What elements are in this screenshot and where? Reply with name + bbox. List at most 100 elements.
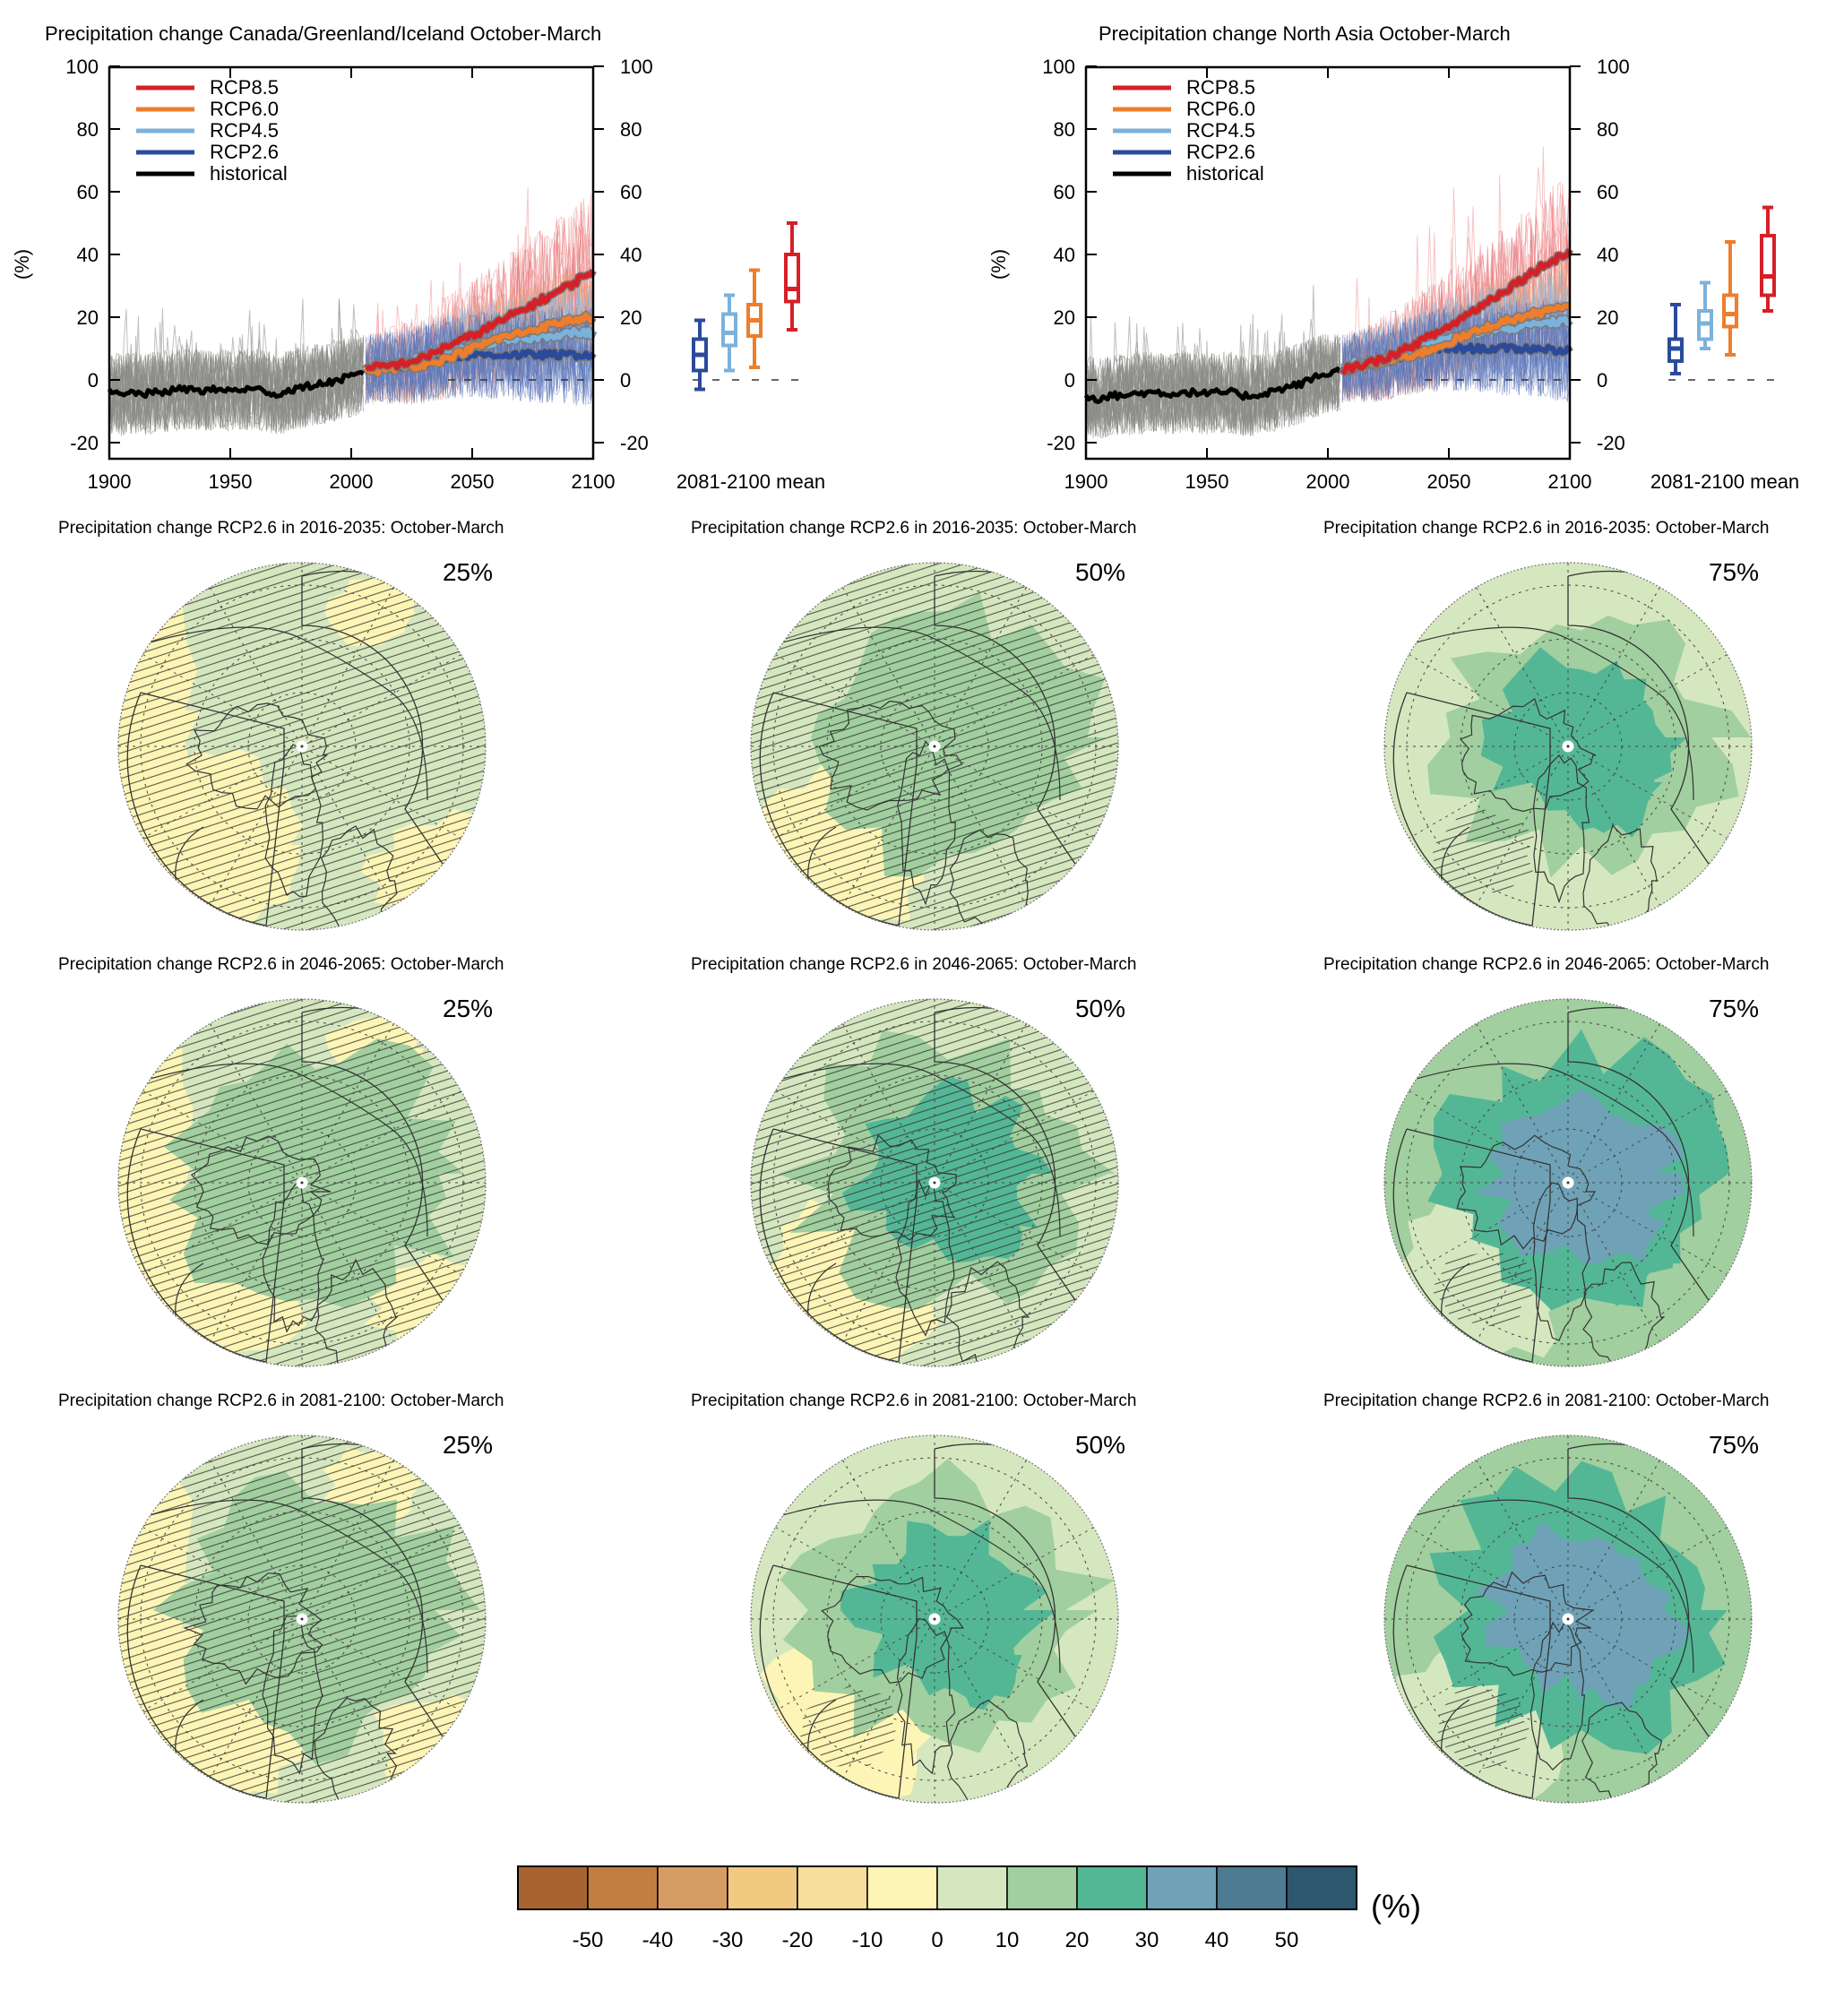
coastline-greenland bbox=[896, 1617, 956, 1775]
map-field bbox=[118, 563, 486, 930]
map-boundary bbox=[1383, 1434, 1753, 1804]
colorbar-tick-label: -20 bbox=[782, 1928, 814, 1952]
boxplot-label: 2081-2100 mean bbox=[1650, 470, 1799, 493]
polar-map-grid: Precipitation change RCP2.6 in 2016-2035… bbox=[58, 519, 1769, 1804]
rcp-ensemble-member bbox=[365, 319, 594, 406]
map-panel: Precipitation change RCP2.6 in 2046-2065… bbox=[58, 955, 504, 1367]
y-tick-label: 40 bbox=[1054, 244, 1075, 266]
latitude-circle bbox=[194, 1511, 410, 1727]
colorbar-tick-label: -50 bbox=[573, 1928, 604, 1952]
region-canada-greenland-iceland bbox=[759, 1128, 918, 1363]
map-hatching bbox=[1432, 808, 1534, 897]
graticule bbox=[1384, 999, 1752, 1366]
map-hatching bbox=[1430, 1253, 1538, 1328]
rcp-ensemble-member bbox=[1341, 273, 1571, 397]
map-panel: Precipitation change RCP2.6 in 2081-2100… bbox=[691, 1391, 1136, 1804]
y-tick-label: 0 bbox=[1064, 369, 1075, 392]
boxplot-box bbox=[1722, 293, 1738, 329]
x-tick-label: 2100 bbox=[572, 470, 616, 493]
graticule bbox=[1384, 563, 1752, 930]
coastlines bbox=[1397, 1499, 1694, 1803]
timeseries-panel-north-asia: Precipitation change North Asia October-… bbox=[987, 22, 1799, 493]
map-field bbox=[1384, 999, 1752, 1366]
rcp-ensemble-member bbox=[1341, 300, 1571, 400]
colorbar-swatch bbox=[657, 1865, 728, 1910]
legend-label: RCP6.0 bbox=[1186, 98, 1255, 120]
map-title: Precipitation change RCP2.6 in 2081-2100… bbox=[58, 1391, 504, 1410]
legend-label: RCP6.0 bbox=[210, 98, 279, 120]
north-pole-dot bbox=[933, 1617, 936, 1621]
legend-label: historical bbox=[1186, 162, 1264, 185]
north-pole-dot bbox=[1566, 1617, 1570, 1621]
y-tick-label-right: 60 bbox=[1597, 181, 1618, 203]
rcp-ensemble-member bbox=[1341, 300, 1571, 399]
y-tick-label: 60 bbox=[77, 181, 99, 203]
legend-label: RCP8.5 bbox=[1186, 76, 1255, 99]
y-tick-label-right: 100 bbox=[1597, 56, 1630, 78]
coastline-siberia bbox=[131, 626, 428, 801]
map-hatching bbox=[798, 1685, 897, 1768]
colorbar-tick-label: 20 bbox=[1065, 1928, 1090, 1952]
map-panel: Precipitation change RCP2.6 in 2081-2100… bbox=[1323, 1391, 1769, 1804]
latitude-circle bbox=[1460, 638, 1676, 855]
map-field bbox=[751, 1435, 1118, 1803]
map-field bbox=[1384, 1435, 1752, 1803]
colorbar-tick-label: -10 bbox=[852, 1928, 883, 1952]
map-panel: Precipitation change RCP2.6 in 2081-2100… bbox=[58, 1391, 504, 1804]
map-hatching bbox=[1435, 1684, 1529, 1769]
series-line-rcp85 bbox=[1340, 248, 1573, 376]
coastline-greenland bbox=[897, 740, 956, 906]
region-canada-greenland-iceland bbox=[1392, 1128, 1551, 1363]
coastline-canada-archipelago bbox=[1456, 1134, 1597, 1250]
map-panel: Precipitation change RCP2.6 in 2016-2035… bbox=[1323, 519, 1769, 931]
colorbar-unit-label: (%) bbox=[1371, 1888, 1421, 1925]
map-boundary bbox=[750, 998, 1119, 1367]
coastline-canada-archipelago bbox=[185, 702, 329, 810]
map-title: Precipitation change RCP2.6 in 2016-2035… bbox=[1323, 519, 1769, 538]
rcp-ensemble-member bbox=[365, 187, 594, 401]
coastline-siberia bbox=[1397, 1063, 1694, 1237]
map-title: Precipitation change RCP2.6 in 2016-2035… bbox=[691, 519, 1136, 538]
colorbar: -50 -40 -30 -20 -10 0 10 20 30 40 50 (%) bbox=[517, 1865, 1421, 1952]
map-field bbox=[118, 999, 486, 1366]
region-canada-greenland-iceland bbox=[1392, 692, 1551, 926]
region-canada-greenland-iceland bbox=[126, 692, 285, 926]
north-pole-dot bbox=[300, 1617, 304, 1621]
rcp-ensemble-member bbox=[365, 215, 594, 405]
historical-ensemble-member bbox=[1085, 326, 1340, 435]
coastline-greenland bbox=[262, 1177, 325, 1333]
coastline-siberia bbox=[1397, 1499, 1694, 1674]
percentile-label: 50% bbox=[1075, 558, 1125, 586]
colorbar-swatch bbox=[1146, 1865, 1218, 1910]
map-boundary bbox=[1383, 562, 1753, 931]
rcp-ensemble-member bbox=[1341, 303, 1571, 400]
coastline-greenland bbox=[1529, 1621, 1586, 1770]
y-tick-label: 0 bbox=[88, 369, 99, 392]
series-line-historical bbox=[1083, 366, 1342, 404]
percentile-label: 75% bbox=[1709, 558, 1759, 586]
y-tick-label-right: 60 bbox=[620, 181, 642, 203]
boxplot-box bbox=[721, 312, 737, 348]
coastline-greenland bbox=[1532, 1182, 1590, 1341]
graticule bbox=[751, 563, 1118, 930]
legend-label: RCP2.6 bbox=[1186, 141, 1255, 163]
rcp-ensemble-member bbox=[1341, 260, 1571, 401]
region-canada-greenland-iceland bbox=[759, 1564, 918, 1799]
percentile-label: 50% bbox=[1075, 1431, 1125, 1459]
latitude-circle bbox=[826, 1511, 1043, 1727]
colorbar-tick-label: 40 bbox=[1205, 1928, 1229, 1952]
historical-ensemble-member bbox=[108, 339, 364, 432]
region-canada-greenland-iceland bbox=[1392, 1564, 1551, 1799]
y-axis-label: (%) bbox=[987, 249, 1010, 280]
x-tick-label: 1950 bbox=[209, 470, 253, 493]
rcp-ensemble-member bbox=[365, 220, 594, 401]
y-tick-label-right: 40 bbox=[620, 244, 642, 266]
legend-label: RCP2.6 bbox=[210, 141, 279, 163]
colorbar-swatch bbox=[866, 1865, 938, 1910]
map-field bbox=[1384, 563, 1752, 930]
coastline-greenland bbox=[264, 744, 324, 897]
map-boundary bbox=[117, 562, 487, 931]
y-axis-label: (%) bbox=[11, 249, 33, 280]
rcp-ensemble-member bbox=[1341, 300, 1571, 395]
